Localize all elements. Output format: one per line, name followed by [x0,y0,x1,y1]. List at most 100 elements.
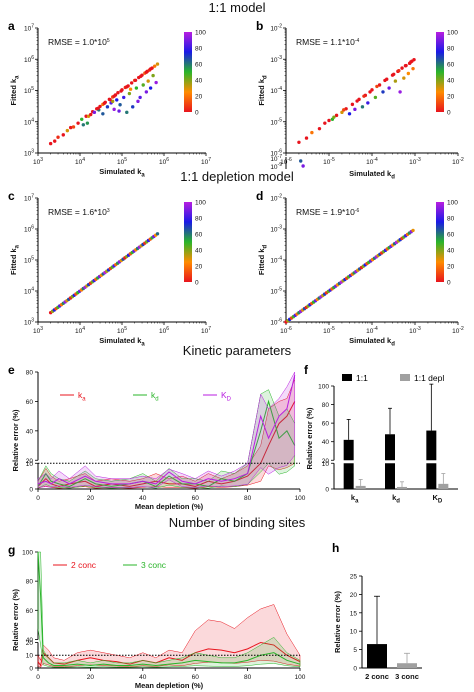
section-title-4: Number of binding sites [169,515,306,530]
y-tick-label: 105 [24,256,34,265]
x-tick-label: 60 [192,674,200,681]
bar [367,644,387,668]
colorbar-tick-label: 60 [447,62,455,69]
data-point [134,86,139,90]
data-point [334,113,339,118]
colorbar [184,32,192,112]
data-point [61,133,65,137]
panel-label: d [256,189,263,203]
series-line [37,374,296,485]
y-tick-label: 10-4 [270,86,282,95]
x-tick-label: 80 [244,495,252,502]
y-axis-label: Fitted kd [257,75,269,106]
data-point [155,232,160,236]
data-point [112,94,116,98]
data-point [148,86,153,90]
y-axis-label: Relative error (%) [11,409,20,472]
x-tick-label: 20 [87,495,95,502]
data-point [146,79,150,83]
data-point [85,121,90,125]
colorbar [436,202,444,282]
data-point [393,79,398,83]
y-tick-label: 105 [24,86,34,95]
data-point [381,90,385,94]
y-tick-label: 10-2 [270,194,282,203]
data-point [317,126,322,131]
error-band [37,389,296,489]
x-axis-label: Simulated kd [349,336,395,348]
x-tick-label: 106 [159,326,169,335]
y-tick-label: 20 [350,592,358,599]
x-tick-label: 107 [201,157,211,166]
y-tick-label: 106 [24,225,34,234]
data-point [310,130,314,135]
data-point [385,77,389,81]
section-title-3: Kinetic parameters [183,343,292,358]
legend-label: 2 conc [71,560,97,570]
data-point [387,86,391,90]
data-point [148,67,153,71]
x-tick-label: 10-6 [280,326,292,335]
colorbar-tick-label: 40 [447,78,455,85]
y-tick-label: 10-2 [270,24,282,33]
x-tick-label: 103 [33,157,43,166]
y-tick-label: 60 [26,608,34,615]
bar [343,439,354,461]
data-point [117,109,121,113]
y-axis-label: Fitted ka [9,75,21,106]
colorbar-tick-label: 60 [195,62,203,69]
colorbar-tick-label: 0 [447,280,451,287]
x-tick-label: 10-2 [452,326,464,335]
panel-c-scatter: c 103 104 105 106 107 103 104 105 106 107 Simulated… [8,189,211,348]
y-tick-label: 20 [26,458,34,465]
bar [355,485,366,489]
rmse-annotation: RMSE = 1.9*10-6 [296,207,359,217]
y-tick-label: 10-3 [270,225,282,234]
data-point [89,112,93,117]
colorbar-tick-label: 0 [195,280,199,287]
data-point [122,95,126,100]
y-tick-label-break: 10-9 [270,162,282,171]
y-tick-label: 10-5 [270,117,282,126]
bar [426,430,437,461]
data-point [105,105,110,109]
colorbar-tick-label: 80 [195,46,203,53]
data-point [136,99,140,104]
data-point [65,128,70,133]
data-point [392,72,396,76]
data-point [81,123,86,127]
x-axis-label: Mean depletion (%) [135,681,204,690]
data-point [152,64,157,68]
data-point [127,91,132,96]
data-point [133,78,138,83]
y-axis-label: Fitted ka [9,244,21,275]
x-tick-label: 20 [87,674,95,681]
y-tick-label: 20 [26,640,34,647]
data-point [411,228,415,233]
data-point [84,114,88,118]
data-point [71,125,76,129]
section-title-1: 1:1 model [208,0,265,15]
data-point [139,74,143,78]
colorbar-tick-label: 100 [195,30,206,37]
bar [343,463,354,489]
x-tick-label: 10-3 [409,157,421,166]
panel-h-bar-chart: h 0 5 10 15 20 25 Relative error (%) 2 conc 3 con… [332,541,422,681]
x-tick-label: 0 [36,674,40,681]
data-point [373,95,378,100]
error-band [37,371,296,488]
data-point [411,66,415,71]
y-tick-label: 107 [24,24,34,33]
x-tick-label: 105 [117,157,127,166]
data-point [327,118,331,123]
data-point [118,103,122,107]
colorbar-tick-label: 80 [195,216,203,223]
data-point [141,83,145,87]
panel-a-scatter: a 103 104 105 106 107 103 104 105 106 107 Simulated… [8,19,211,179]
data-point [116,91,120,95]
x-tick-label: 40 [139,495,147,502]
data-point [400,66,404,70]
x-category-label: kd [392,493,400,505]
